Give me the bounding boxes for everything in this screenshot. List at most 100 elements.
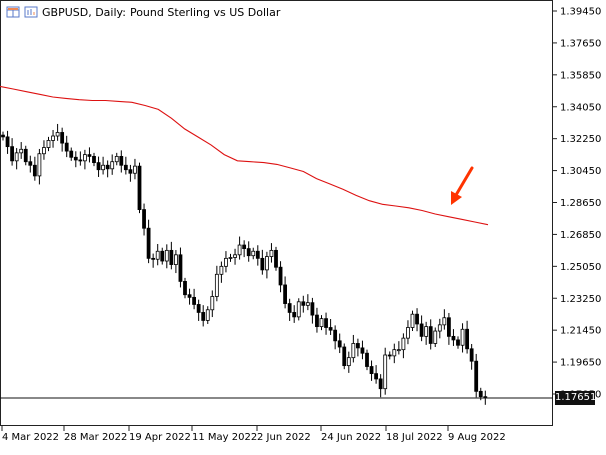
candle-body-bear (1, 134, 5, 138)
candle (433, 327, 438, 348)
candle-body-bear (292, 312, 297, 318)
candle-body-bear (478, 390, 483, 398)
data-window-icon[interactable] (6, 6, 20, 18)
candle (233, 248, 237, 265)
candle (14, 148, 19, 170)
candle (237, 236, 242, 260)
candle-body-bull (264, 256, 269, 271)
candle (210, 290, 215, 318)
candle (324, 312, 328, 335)
candle-body-bull (406, 327, 410, 339)
candle (69, 147, 74, 161)
candle (442, 309, 447, 330)
candle (110, 154, 115, 175)
candle (160, 247, 165, 265)
candle-body-bear (160, 250, 165, 262)
candle (342, 343, 347, 370)
candle (369, 360, 374, 381)
candle (392, 343, 397, 364)
candle (446, 312, 451, 345)
candle (474, 353, 479, 398)
candle (101, 156, 105, 175)
y-tick-label: 1.30450 (560, 166, 601, 177)
candle-body-bear (451, 335, 456, 341)
red-arrow-icon (451, 166, 474, 205)
candle-body-bear (310, 302, 315, 316)
candle-body-bear (10, 146, 15, 162)
y-tick-label: 1.39450 (560, 7, 601, 18)
candle (187, 288, 192, 305)
candle (164, 244, 169, 269)
candle (292, 305, 297, 323)
candle-body-bear (374, 373, 379, 380)
candle (456, 336, 460, 349)
candle (228, 253, 233, 262)
candle-body-bear (333, 329, 338, 342)
candle (315, 307, 319, 333)
candle-body-bear (64, 142, 69, 152)
candle (251, 247, 256, 260)
candle (274, 246, 278, 271)
candle (396, 341, 401, 355)
candle (219, 261, 224, 283)
candle (19, 142, 24, 159)
candle (46, 136, 51, 152)
candle (451, 329, 456, 346)
candle-body-bull (51, 135, 55, 141)
candle-body-bull (14, 152, 19, 162)
candle-body-bear (469, 348, 474, 362)
y-tick-label: 1.19650 (560, 358, 601, 369)
candle-body-bull (392, 349, 397, 357)
candle (378, 374, 383, 398)
candle (460, 323, 465, 353)
candle (96, 156, 101, 177)
candle (5, 130, 10, 154)
candle-body-bear (169, 249, 174, 265)
candle-body-bear (260, 257, 265, 271)
chart-frame (0, 0, 553, 426)
candle-body-bear (142, 209, 146, 229)
candle (10, 138, 15, 166)
candle-body-bear (301, 301, 306, 306)
y-tick-label: 1.28650 (560, 198, 601, 209)
x-tick-label: 11 May 2022 (192, 432, 257, 443)
x-tick-label: 2 Jun 2022 (257, 432, 311, 443)
candle-body-bull (42, 147, 46, 155)
y-tick-label: 1.34050 (560, 102, 601, 113)
candle-body-bull (319, 318, 324, 328)
candle-body-bull (269, 249, 274, 257)
candle (142, 203, 146, 236)
candle (83, 149, 87, 170)
candle (92, 152, 96, 167)
candle-body-bear (355, 343, 360, 349)
candle (183, 277, 187, 299)
chart-properties-icon[interactable] (24, 6, 38, 18)
candle (78, 151, 83, 166)
candle (310, 297, 315, 324)
candle-body-bear (328, 327, 333, 331)
symbol-description: Pound Sterling vs US Dollar (129, 5, 281, 19)
candle (419, 315, 424, 342)
candle-body-bull (219, 265, 224, 275)
candle (37, 148, 42, 185)
candle-body-bull (210, 296, 215, 311)
candle-body-bear (278, 266, 283, 286)
candle-body-bear (92, 155, 96, 164)
candle-body-bear (128, 169, 133, 174)
candle (351, 334, 356, 363)
candle-body-bull (233, 254, 237, 258)
candle-body-bear (105, 164, 110, 170)
candle-body-bull (237, 244, 242, 256)
x-tick-label: 9 Aug 2022 (448, 432, 506, 443)
candle-body-bull (155, 250, 160, 260)
candle-body-bear (32, 164, 37, 177)
candle-body-bear (87, 154, 92, 157)
candle-body-bear (315, 314, 319, 328)
candle (287, 298, 292, 321)
candle (151, 253, 156, 268)
candle-body-bear (474, 360, 479, 392)
symbol-label: GBPUSD, Daily: (42, 5, 126, 19)
candle-body-bear (387, 354, 392, 357)
candle (465, 320, 470, 354)
